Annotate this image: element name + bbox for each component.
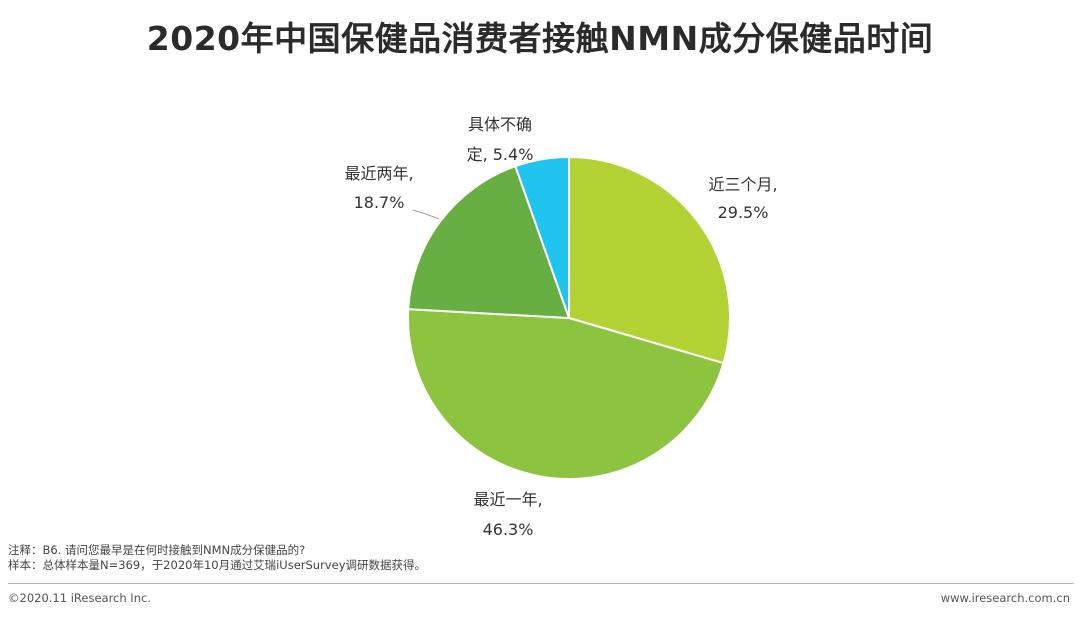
chart-title: 2020年中国保健品消费者接触NMN成分保健品时间 <box>146 19 934 58</box>
footer-divider <box>8 583 1074 584</box>
slice-label-value: 定, 5.4% <box>467 145 534 164</box>
leader-line <box>412 209 440 220</box>
slice-recent-one-year <box>407 308 725 480</box>
website-link[interactable]: www.iresearch.com.cn <box>940 591 1070 605</box>
pie-slices <box>407 156 731 480</box>
slice-label-category: 最近一年, <box>473 490 542 509</box>
slice-recent-two-years <box>407 165 570 319</box>
slice-label-value: 46.3% <box>483 520 534 539</box>
slice-label-value: 29.5% <box>718 203 769 222</box>
slice-label-category: 近三个月, <box>708 175 777 194</box>
label-leader-lines <box>412 209 440 220</box>
slice-label-value: 18.7% <box>354 193 405 212</box>
slice-recent-three-months <box>568 156 731 365</box>
slice-label-category: 具体不确 <box>468 115 532 134</box>
slice-uncertain <box>514 156 570 319</box>
sample-size-note: 样本：总体样本量N=369，于2020年10月通过艾瑞iUserSurvey调研… <box>8 558 426 572</box>
slice-label-category: 最近两年, <box>344 164 413 183</box>
copyright-text: ©2020.11 iResearch Inc. <box>8 591 151 605</box>
survey-question-note: 注释：B6. 请问您最早是在何时接触到NMN成分保健品的? <box>8 543 306 557</box>
